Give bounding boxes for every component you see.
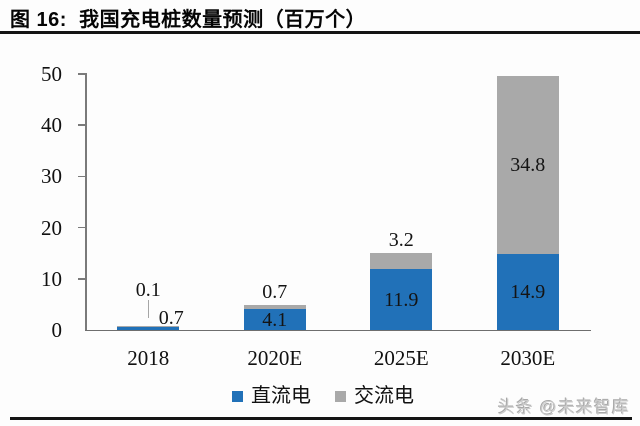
bar-segment-dc — [370, 269, 433, 330]
bar-value-label-dc: 0.7 — [158, 306, 184, 329]
y-axis-tick — [78, 124, 85, 126]
legend-label: 交流电 — [354, 385, 414, 407]
y-tick-label: 50 — [41, 62, 62, 86]
y-tick-label: 10 — [41, 266, 62, 291]
title-underline — [0, 31, 640, 34]
figure-title: 图 16: 我国充电桩数量预测（百万个） — [10, 9, 367, 31]
bar-segment-dc — [496, 253, 559, 330]
y-tick-label: 40 — [41, 113, 62, 138]
bar-value-label-ac: 0.1 — [135, 278, 161, 301]
y-axis — [85, 73, 87, 330]
bar-segment-ac — [496, 75, 559, 254]
legend-item: 直流电 — [232, 386, 311, 406]
legend-swatch-icon — [335, 390, 346, 402]
bar-value-label-ac: 34.8 — [510, 153, 546, 176]
bar-segment-ac — [117, 325, 180, 327]
y-axis-tick — [78, 226, 85, 229]
x-category-label: 2018 — [127, 346, 170, 370]
y-tick-label: 20 — [41, 215, 62, 240]
bar-value-label-dc: 14.9 — [510, 280, 546, 303]
y-tick-label: 0 — [51, 318, 63, 342]
bar-value-label-dc: 4.1 — [262, 308, 288, 331]
y-tick-label: 30 — [41, 164, 62, 189]
bottom-rule — [10, 417, 632, 420]
x-category-label: 2030E — [500, 346, 556, 370]
y-axis-tick — [78, 175, 85, 178]
bar-segment-dc — [117, 326, 180, 330]
watermark-text: 头条 @未来智库 — [498, 398, 630, 417]
legend-swatch-icon — [232, 390, 243, 402]
bar-value-label-ac: 3.2 — [388, 228, 414, 251]
legend-label: 直流电 — [251, 385, 311, 407]
x-category-label: 2025E — [373, 346, 429, 370]
x-axis — [85, 329, 591, 332]
bar-segment-dc — [243, 309, 306, 330]
y-axis-tick — [78, 278, 85, 280]
chart-legend: 直流电 交流电 — [70, 386, 576, 406]
bar-segment-ac — [370, 252, 433, 270]
callout-leader-line — [147, 299, 149, 318]
bar-value-label-ac: 0.7 — [262, 281, 288, 304]
bar-segment-ac — [243, 305, 306, 309]
x-category-label: 2020E — [247, 346, 303, 370]
bar-value-label-dc: 11.9 — [384, 288, 419, 311]
legend-item: 交流电 — [335, 386, 414, 406]
y-axis-tick — [78, 73, 85, 75]
